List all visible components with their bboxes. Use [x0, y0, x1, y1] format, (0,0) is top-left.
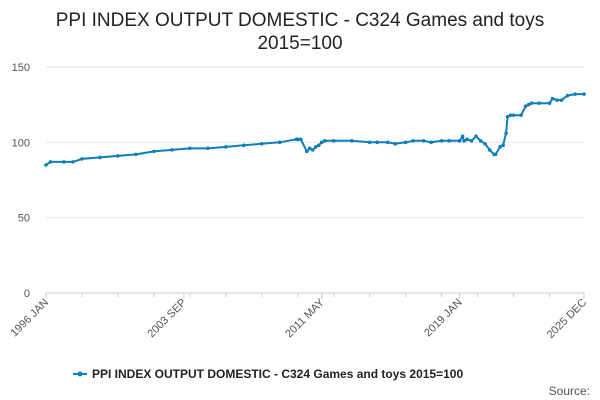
x-tick-label: 1996 JAN: [8, 297, 51, 340]
data-point: [385, 140, 390, 145]
data-point: [501, 143, 505, 148]
data-point: [457, 139, 462, 143]
data-point: [537, 101, 541, 105]
data-point: [322, 139, 327, 143]
data-point: [487, 148, 492, 152]
y-axis-ticks: 0 50 100 150: [12, 62, 30, 300]
x-axis-ticks: 1996 JAN 2003 SEP 2011 MAY 2019 JAN 2025 DEC: [8, 293, 589, 341]
data-point: [523, 104, 528, 108]
data-point: [316, 143, 321, 148]
data-point: [483, 142, 487, 146]
legend-dot-marker: [77, 371, 83, 377]
data-point: [44, 163, 48, 167]
y-tick-label: 100: [12, 137, 30, 149]
data-point: [529, 101, 534, 105]
legend[interactable]: PPI INDEX OUTPUT DOMESTIC - C324 Games a…: [73, 367, 463, 381]
chart-title-line1: PPI INDEX OUTPUT DOMESTIC - C324 Games a…: [56, 10, 545, 31]
data-point: [555, 98, 559, 102]
data-point: [224, 145, 228, 149]
data-point: [62, 160, 66, 164]
data-point: [170, 148, 174, 152]
data-point: [421, 139, 426, 143]
data-point: [559, 98, 564, 102]
data-point: [319, 140, 324, 145]
data-point: [460, 134, 465, 139]
data-point: [313, 145, 318, 149]
chart-title-line2: 2015=100: [257, 33, 342, 54]
data-point: [277, 140, 282, 145]
data-point: [48, 160, 53, 164]
gridlines: [46, 66, 584, 219]
data-point: [71, 160, 75, 164]
data-point: [116, 154, 120, 158]
data-point: [307, 146, 312, 151]
data-point: [508, 113, 513, 118]
data-point: [474, 134, 478, 139]
x-tick-label: 2025 DEC: [545, 297, 589, 341]
series-line: [45, 93, 584, 166]
data-point: [505, 114, 510, 119]
data-point: [526, 102, 531, 107]
data-point: [134, 152, 138, 157]
x-tick-label: 2019 JAN: [422, 297, 465, 340]
data-point: [304, 149, 309, 154]
series-group: [44, 92, 586, 167]
data-point: [152, 149, 156, 154]
data-point: [375, 140, 379, 145]
data-point: [573, 92, 577, 96]
data-point: [493, 152, 498, 157]
y-tick-label: 0: [24, 288, 30, 300]
data-point: [411, 139, 415, 143]
data-point: [331, 139, 336, 143]
data-point: [349, 139, 354, 143]
data-point: [259, 142, 264, 146]
data-point: [439, 139, 444, 143]
x-tick-label: 2011 MAY: [283, 296, 327, 340]
data-point: [310, 148, 315, 152]
data-point: [367, 140, 372, 145]
data-point: [582, 92, 586, 96]
data-point: [403, 140, 408, 145]
data-point: [519, 113, 523, 118]
data-point: [478, 139, 483, 143]
data-point: [298, 137, 303, 142]
data-point: [206, 146, 210, 151]
data-point: [242, 143, 246, 148]
data-point: [498, 145, 502, 149]
data-point: [188, 146, 192, 151]
data-point: [393, 142, 397, 146]
legend-label: PPI INDEX OUTPUT DOMESTIC - C324 Games a…: [92, 367, 463, 381]
data-point: [447, 139, 451, 143]
data-point: [547, 101, 552, 105]
data-point: [504, 131, 508, 136]
data-point: [98, 155, 102, 160]
data-point: [469, 139, 474, 143]
data-point: [465, 137, 469, 142]
source-label: Source:: [549, 384, 590, 398]
x-tick-label: 2003 SEP: [145, 297, 189, 341]
data-point: [429, 140, 433, 145]
data-point: [80, 157, 84, 161]
data-point: [462, 139, 466, 143]
data-point: [511, 113, 516, 118]
data-point: [295, 137, 300, 142]
data-point: [550, 96, 555, 101]
y-tick-label: 50: [18, 213, 30, 225]
data-point: [565, 93, 570, 98]
x-axis: [46, 292, 584, 297]
y-tick-label: 150: [12, 62, 30, 74]
